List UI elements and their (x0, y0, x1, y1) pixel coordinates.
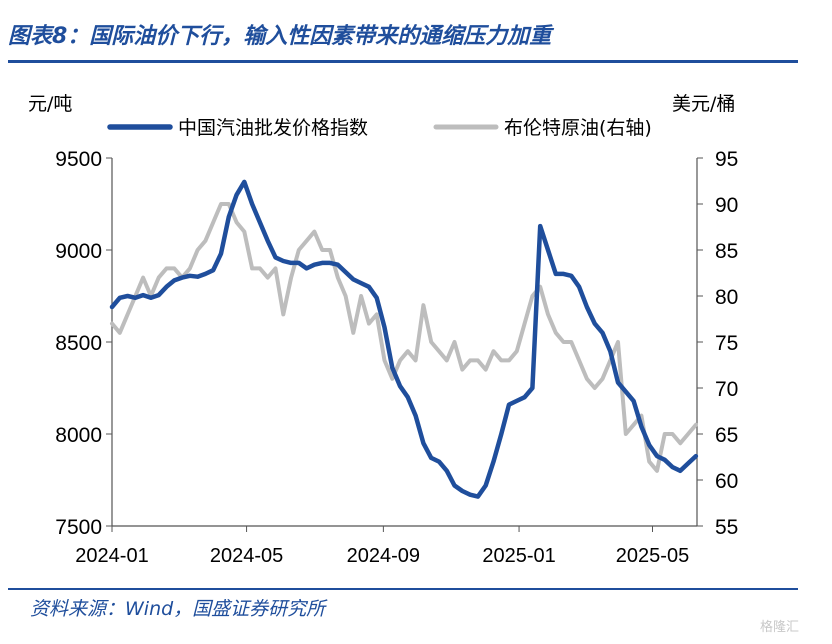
axes: 7500 8000 8500 9000 9500 55 60 65 70 75 80 85 90 95 20… (28, 93, 738, 567)
page-title: 图表8：国际油价下行，输入性因素带来的通缩压力加重 (8, 24, 552, 49)
y-left-tick-label: 8000 (55, 424, 102, 447)
y-right-axis-label: 美元/桶 (672, 93, 735, 115)
x-tick-label: 2024-09 (347, 545, 420, 567)
watermark: 格隆汇 (760, 620, 800, 635)
y-left-tick-label: 9500 (55, 148, 102, 171)
series-brent-line (110, 202, 698, 473)
x-tick-label: 2024-05 (210, 545, 283, 567)
y-right-tick-label: 85 (715, 240, 738, 263)
legend: 中国汽油批发价格指数 布伦特原油(右轴) (107, 117, 652, 139)
y-right-tick-label: 60 (715, 470, 738, 493)
y-left-tick-label: 8500 (55, 332, 102, 355)
x-tick-label: 2025-05 (616, 545, 689, 567)
y-right-tick-label: 65 (715, 424, 738, 447)
x-tick-label: 2024-01 (75, 545, 148, 567)
y-left-tick-label: 7500 (55, 516, 102, 539)
y-left-axis-label: 元/吨 (28, 93, 72, 115)
series-layer (109, 179, 699, 499)
y-left-tick-label: 9000 (55, 240, 102, 263)
y-right-tick-label: 95 (715, 148, 738, 171)
series-domestic-gasoline-line (109, 179, 699, 499)
title-rule (8, 60, 798, 63)
line-chart: 7500 8000 8500 9000 9500 55 60 65 70 75 80 85 90 95 20… (28, 93, 738, 567)
y-right-tick-label: 70 (715, 378, 738, 401)
y-right-tick-label: 80 (715, 286, 738, 309)
legend-domestic-gasoline-label: 中国汽油批发价格指数 (178, 117, 368, 139)
y-right-tick-label: 55 (715, 516, 738, 539)
legend-brent-label: 布伦特原油(右轴) (504, 117, 652, 139)
y-right-tick-label: 75 (715, 332, 738, 355)
source-rule (8, 588, 798, 590)
source-note: 资料来源：Wind，国盛证券研究所 (30, 598, 326, 620)
y-right-tick-label: 90 (715, 194, 738, 217)
x-tick-label: 2025-01 (482, 545, 555, 567)
